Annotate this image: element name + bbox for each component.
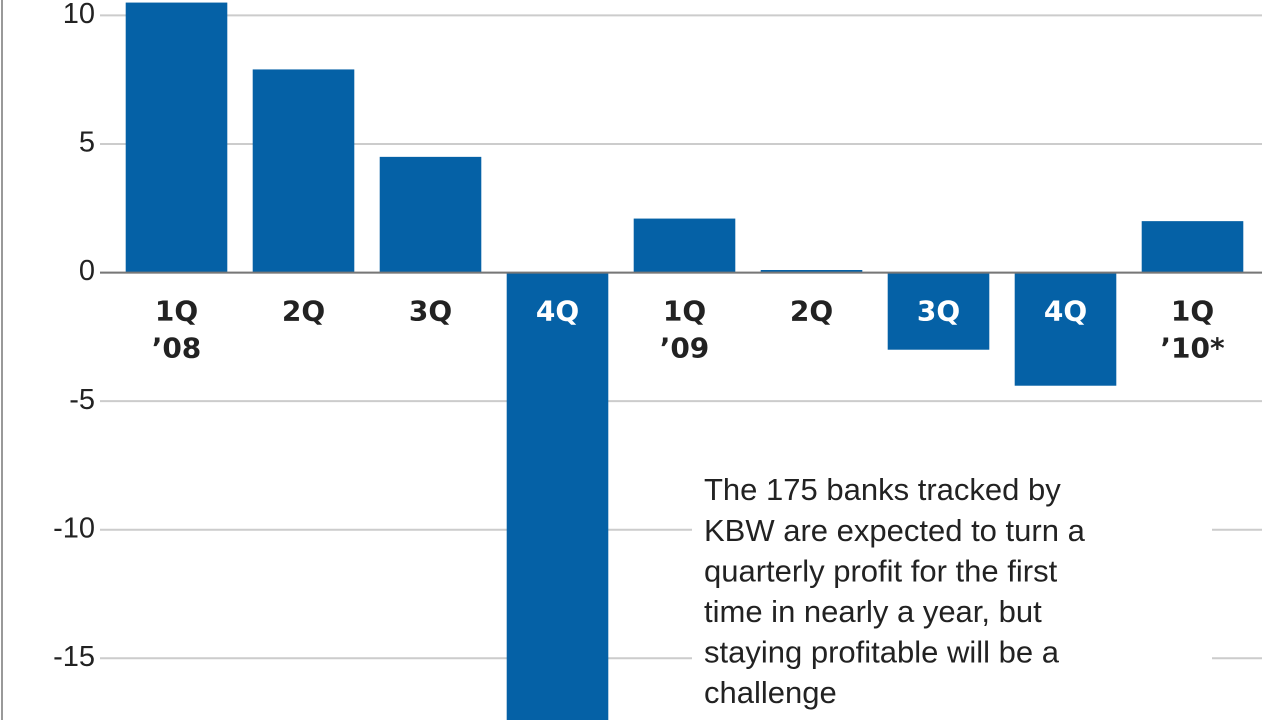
- bar: [252, 69, 355, 273]
- y-tick-label: -5: [69, 384, 95, 416]
- annotation-background: [692, 470, 1212, 720]
- bar: [760, 270, 863, 273]
- x-tick-label: 2Q: [282, 295, 325, 328]
- annotation: The 175 banks tracked by: [704, 472, 1061, 507]
- annotation: challenge: [704, 675, 837, 710]
- y-tick-label: -10: [53, 512, 95, 544]
- y-tick-label: 10: [63, 0, 95, 30]
- x-tick-label: 1Q ’10*: [1160, 295, 1225, 365]
- bar: [125, 2, 228, 273]
- bar: [379, 156, 482, 273]
- y-tick-label: 0: [79, 255, 95, 287]
- y-tick-label: 5: [79, 127, 95, 159]
- bar: [1014, 272, 1117, 386]
- bar: [506, 272, 609, 720]
- annotation: quarterly profit for the first: [704, 553, 1058, 588]
- x-tick-label: 3Q: [917, 295, 960, 328]
- bar: [1141, 221, 1244, 273]
- annotation: staying profitable will be a: [704, 635, 1060, 670]
- x-tick-label: 1Q ’08: [152, 295, 202, 365]
- x-tick-label: 3Q: [409, 295, 452, 328]
- bar: [633, 218, 736, 273]
- x-tick-label: 4Q: [536, 295, 579, 328]
- annotation: KBW are expected to turn a: [704, 513, 1086, 548]
- x-tick-label: 1Q ’09: [660, 295, 710, 365]
- x-tick-label: 2Q: [790, 295, 833, 328]
- y-tick-label: -15: [53, 641, 95, 673]
- annotation: time in nearly a year, but: [704, 594, 1042, 629]
- bar: [887, 272, 990, 350]
- x-tick-label: 4Q: [1044, 295, 1087, 328]
